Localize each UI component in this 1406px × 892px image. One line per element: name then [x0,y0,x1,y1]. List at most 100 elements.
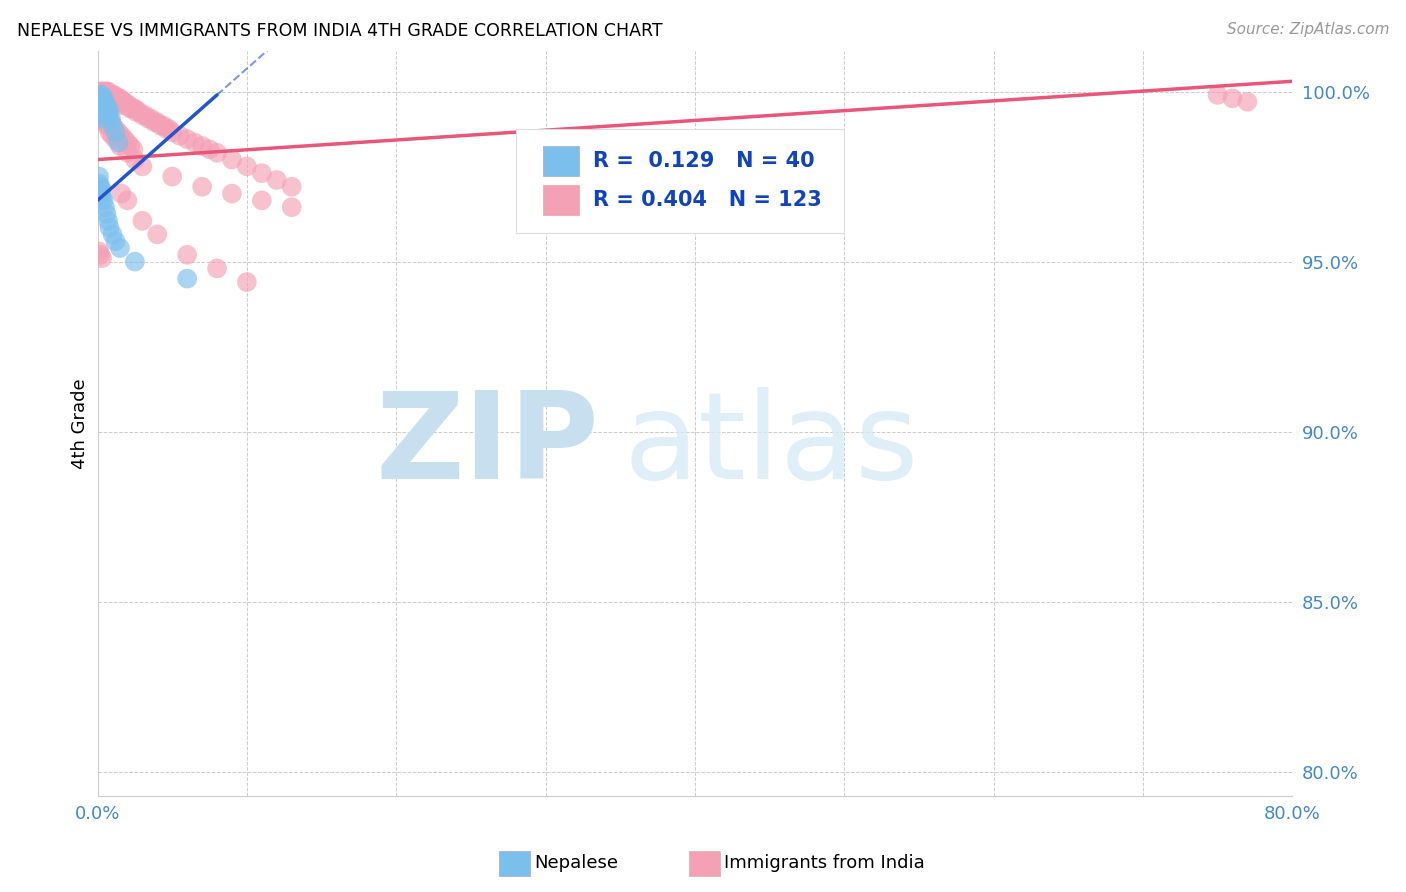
Point [97,102,120,116]
Point [90,104,112,119]
Point [1206,87,1229,102]
Point [96,207,118,221]
Point [236,275,259,289]
Text: Source: ZipAtlas.com: Source: ZipAtlas.com [1226,22,1389,37]
Point [87,102,110,116]
Point [96,119,118,133]
Point [87,169,110,184]
Point [90,87,112,102]
Point [124,254,146,268]
Point [176,248,198,262]
Point [101,119,124,133]
Point [93,87,115,102]
Point [107,136,129,150]
Point [96,98,118,112]
Point [131,108,153,122]
Point [94,95,117,109]
Point [91,102,114,116]
Point [124,153,146,167]
Point [121,102,143,116]
Point [205,261,228,276]
Point [117,98,139,112]
Point [115,98,138,112]
Point [114,132,136,146]
Point [91,108,114,122]
Point [91,102,114,116]
Point [104,125,127,139]
Point [131,159,153,173]
Point [90,179,112,194]
Point [94,87,117,102]
Point [91,87,114,102]
Point [97,214,120,228]
Point [107,91,129,105]
Point [87,177,110,191]
Point [198,142,221,156]
Point [104,234,127,248]
Point [162,125,184,139]
Point [100,112,122,126]
Point [94,104,117,119]
Point [96,85,118,99]
FancyBboxPatch shape [516,129,844,233]
Y-axis label: 4th Grade: 4th Grade [72,378,89,468]
Text: R =  0.129   N = 40: R = 0.129 N = 40 [593,151,815,171]
Point [98,104,121,119]
Point [266,173,288,187]
Point [97,112,120,126]
Point [118,98,141,112]
Point [183,136,205,150]
Point [91,95,114,109]
Point [104,95,127,109]
FancyBboxPatch shape [543,146,579,176]
Point [101,87,124,102]
Point [93,194,115,208]
Point [108,139,131,153]
Point [90,186,112,201]
Point [90,248,112,262]
Text: atlas: atlas [623,387,920,504]
Point [104,91,127,105]
Point [98,125,121,139]
Point [155,122,177,136]
Point [93,98,115,112]
Point [105,91,128,105]
Point [169,128,191,143]
Point [103,91,125,105]
Point [105,95,128,109]
Point [94,200,117,214]
Point [91,91,114,105]
Point [107,125,129,139]
Point [90,91,112,105]
Point [101,227,124,242]
Point [100,91,122,105]
Point [236,159,259,173]
Point [104,122,127,136]
Point [93,104,115,119]
Point [128,104,150,119]
Point [96,108,118,122]
Point [90,112,112,126]
Point [91,251,114,265]
Point [117,145,139,160]
Point [191,179,214,194]
Point [110,95,132,109]
Point [101,91,124,105]
Point [93,104,115,119]
Point [110,98,132,112]
Point [110,186,132,201]
Text: R = 0.404   N = 123: R = 0.404 N = 123 [593,190,823,210]
Point [221,153,243,167]
Point [101,119,124,133]
Point [87,95,110,109]
Point [98,95,121,109]
Point [87,244,110,259]
Point [93,85,115,99]
Point [90,98,112,112]
Text: Nepalese: Nepalese [534,855,619,872]
Point [97,87,120,102]
Point [87,95,110,109]
Point [157,122,180,136]
Point [97,85,120,99]
Point [98,91,121,105]
